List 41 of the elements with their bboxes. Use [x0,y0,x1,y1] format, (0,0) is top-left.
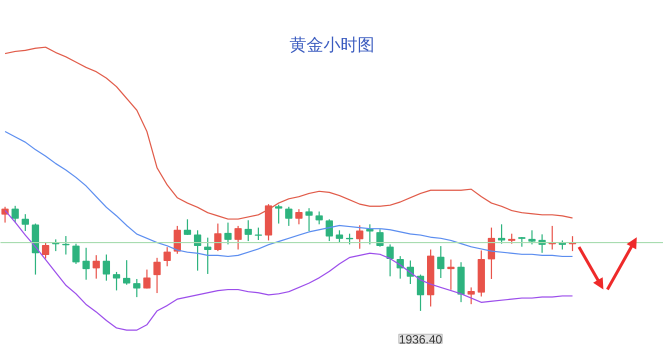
candlestick [224,222,232,245]
candlestick [184,218,192,236]
candlestick [123,260,130,286]
text: 1936.40 [398,332,443,346]
candlestick [204,237,212,275]
candlestick [153,257,161,294]
candlestick [42,242,50,260]
candlestick [234,225,242,250]
candlestick [102,254,110,282]
candlestick [336,230,344,244]
candlestick [72,243,80,265]
candlestick [92,254,100,280]
candlestick [447,258,455,290]
candlestick [326,218,333,242]
candlestick [508,233,516,244]
candlestick [12,205,19,224]
candlestick [386,244,394,277]
candlestick [143,268,151,290]
candlestick [376,228,384,248]
candlestick [174,225,181,254]
candlestick [295,208,303,225]
candlestick [498,224,506,244]
candlestick [305,208,313,232]
candlestick [518,236,526,248]
candlestick [316,210,323,225]
candlestick [82,247,90,280]
candlestick [437,245,444,279]
candlestick [528,230,536,245]
candlestick [254,227,262,241]
candlestick [214,222,222,252]
candlestick [164,246,171,267]
chart-title: 黄金小时图 [290,36,374,56]
candlestick [244,220,252,242]
candlestick [468,286,475,305]
candlestick [416,274,424,312]
candlestick [356,224,364,250]
candlestick [285,206,292,227]
candlestick [62,235,70,256]
candlestick [133,278,140,298]
candlestick [112,271,120,291]
candlestick [22,214,29,232]
